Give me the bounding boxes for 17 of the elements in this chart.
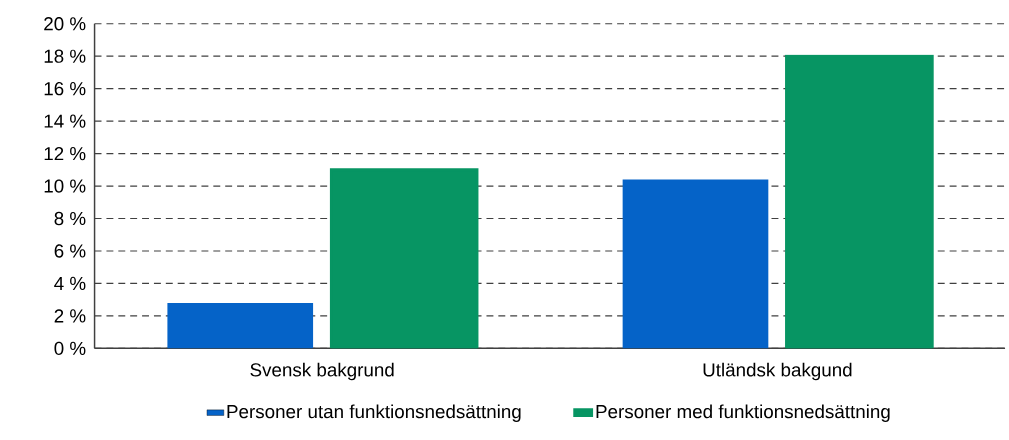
y-tick-label: 12 % — [44, 146, 86, 161]
x-tick-label: Svensk bakgrund — [250, 362, 394, 381]
y-tick-label: 16 % — [44, 81, 86, 96]
y-tick-label: 6 % — [54, 244, 86, 258]
y-tick-label: 18 % — [44, 49, 86, 63]
bar — [167, 302, 314, 349]
y-tick-label: 0 % — [54, 341, 86, 355]
legend-label: Personer med funktionsnedsättning — [596, 404, 890, 422]
bar — [622, 179, 769, 349]
y-tick-label: 4 % — [54, 276, 86, 290]
y-tick-label: 14 % — [44, 114, 86, 128]
y-tick-label: 2 % — [54, 309, 86, 323]
y-tick-label: 8 % — [54, 211, 86, 225]
legend-label: Personer utan funktionsnedsättning — [227, 404, 521, 422]
y-tick-label: 10 % — [44, 179, 86, 193]
x-tick-label: Utländsk bakgund — [703, 362, 852, 381]
y-tick-label: 20 % — [44, 16, 86, 31]
